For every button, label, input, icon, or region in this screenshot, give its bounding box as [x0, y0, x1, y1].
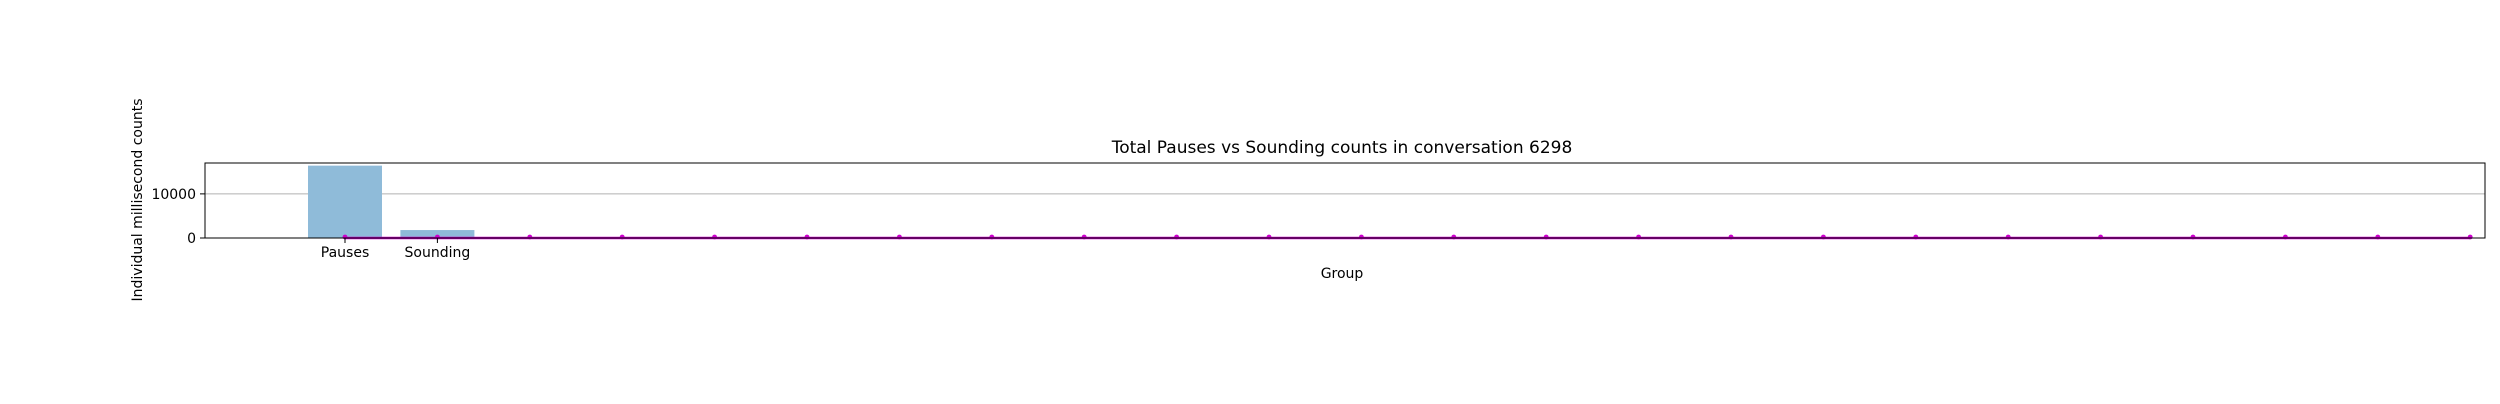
overlay-point — [1821, 234, 1826, 240]
overlay-point — [1728, 234, 1734, 240]
y-axis-label: Individual millisecond counts — [130, 99, 146, 302]
overlay-point — [2283, 234, 2288, 240]
overlay-point — [2467, 234, 2473, 240]
overlay-point — [2098, 234, 2104, 240]
overlay-point — [1174, 234, 1179, 240]
overlay-point — [712, 234, 717, 240]
overlay-point — [989, 234, 995, 240]
overlay-point — [1543, 234, 1549, 240]
overlay-point — [1636, 234, 1641, 240]
bar — [400, 230, 475, 238]
overlay-point — [2375, 234, 2381, 240]
overlay-point — [2190, 234, 2196, 240]
overlay-point — [2005, 234, 2011, 240]
overlay-point — [619, 234, 625, 240]
overlay-point — [804, 234, 810, 240]
axes-frame — [204, 162, 2486, 239]
plot-area: 0 10000 Pauses Sounding — [151, 162, 2486, 261]
overlay-point — [527, 234, 533, 240]
chart-title: Total Pauses vs Sounding counts in conve… — [1111, 138, 1573, 158]
overlay-point — [1359, 234, 1364, 240]
overlay-point — [1913, 234, 1919, 240]
y-tick-label: 0 — [187, 231, 196, 247]
x-tick-label: Pauses — [321, 245, 369, 261]
x-axis-label: Group — [1321, 266, 1364, 282]
y-tick-label: 10000 — [151, 187, 196, 203]
overlay-point — [1266, 234, 1272, 240]
overlay-point — [1451, 234, 1457, 240]
x-tick-label: Sounding — [405, 245, 471, 261]
overlay-point — [897, 234, 902, 240]
overlay-point — [1081, 234, 1087, 240]
bar — [308, 165, 382, 238]
